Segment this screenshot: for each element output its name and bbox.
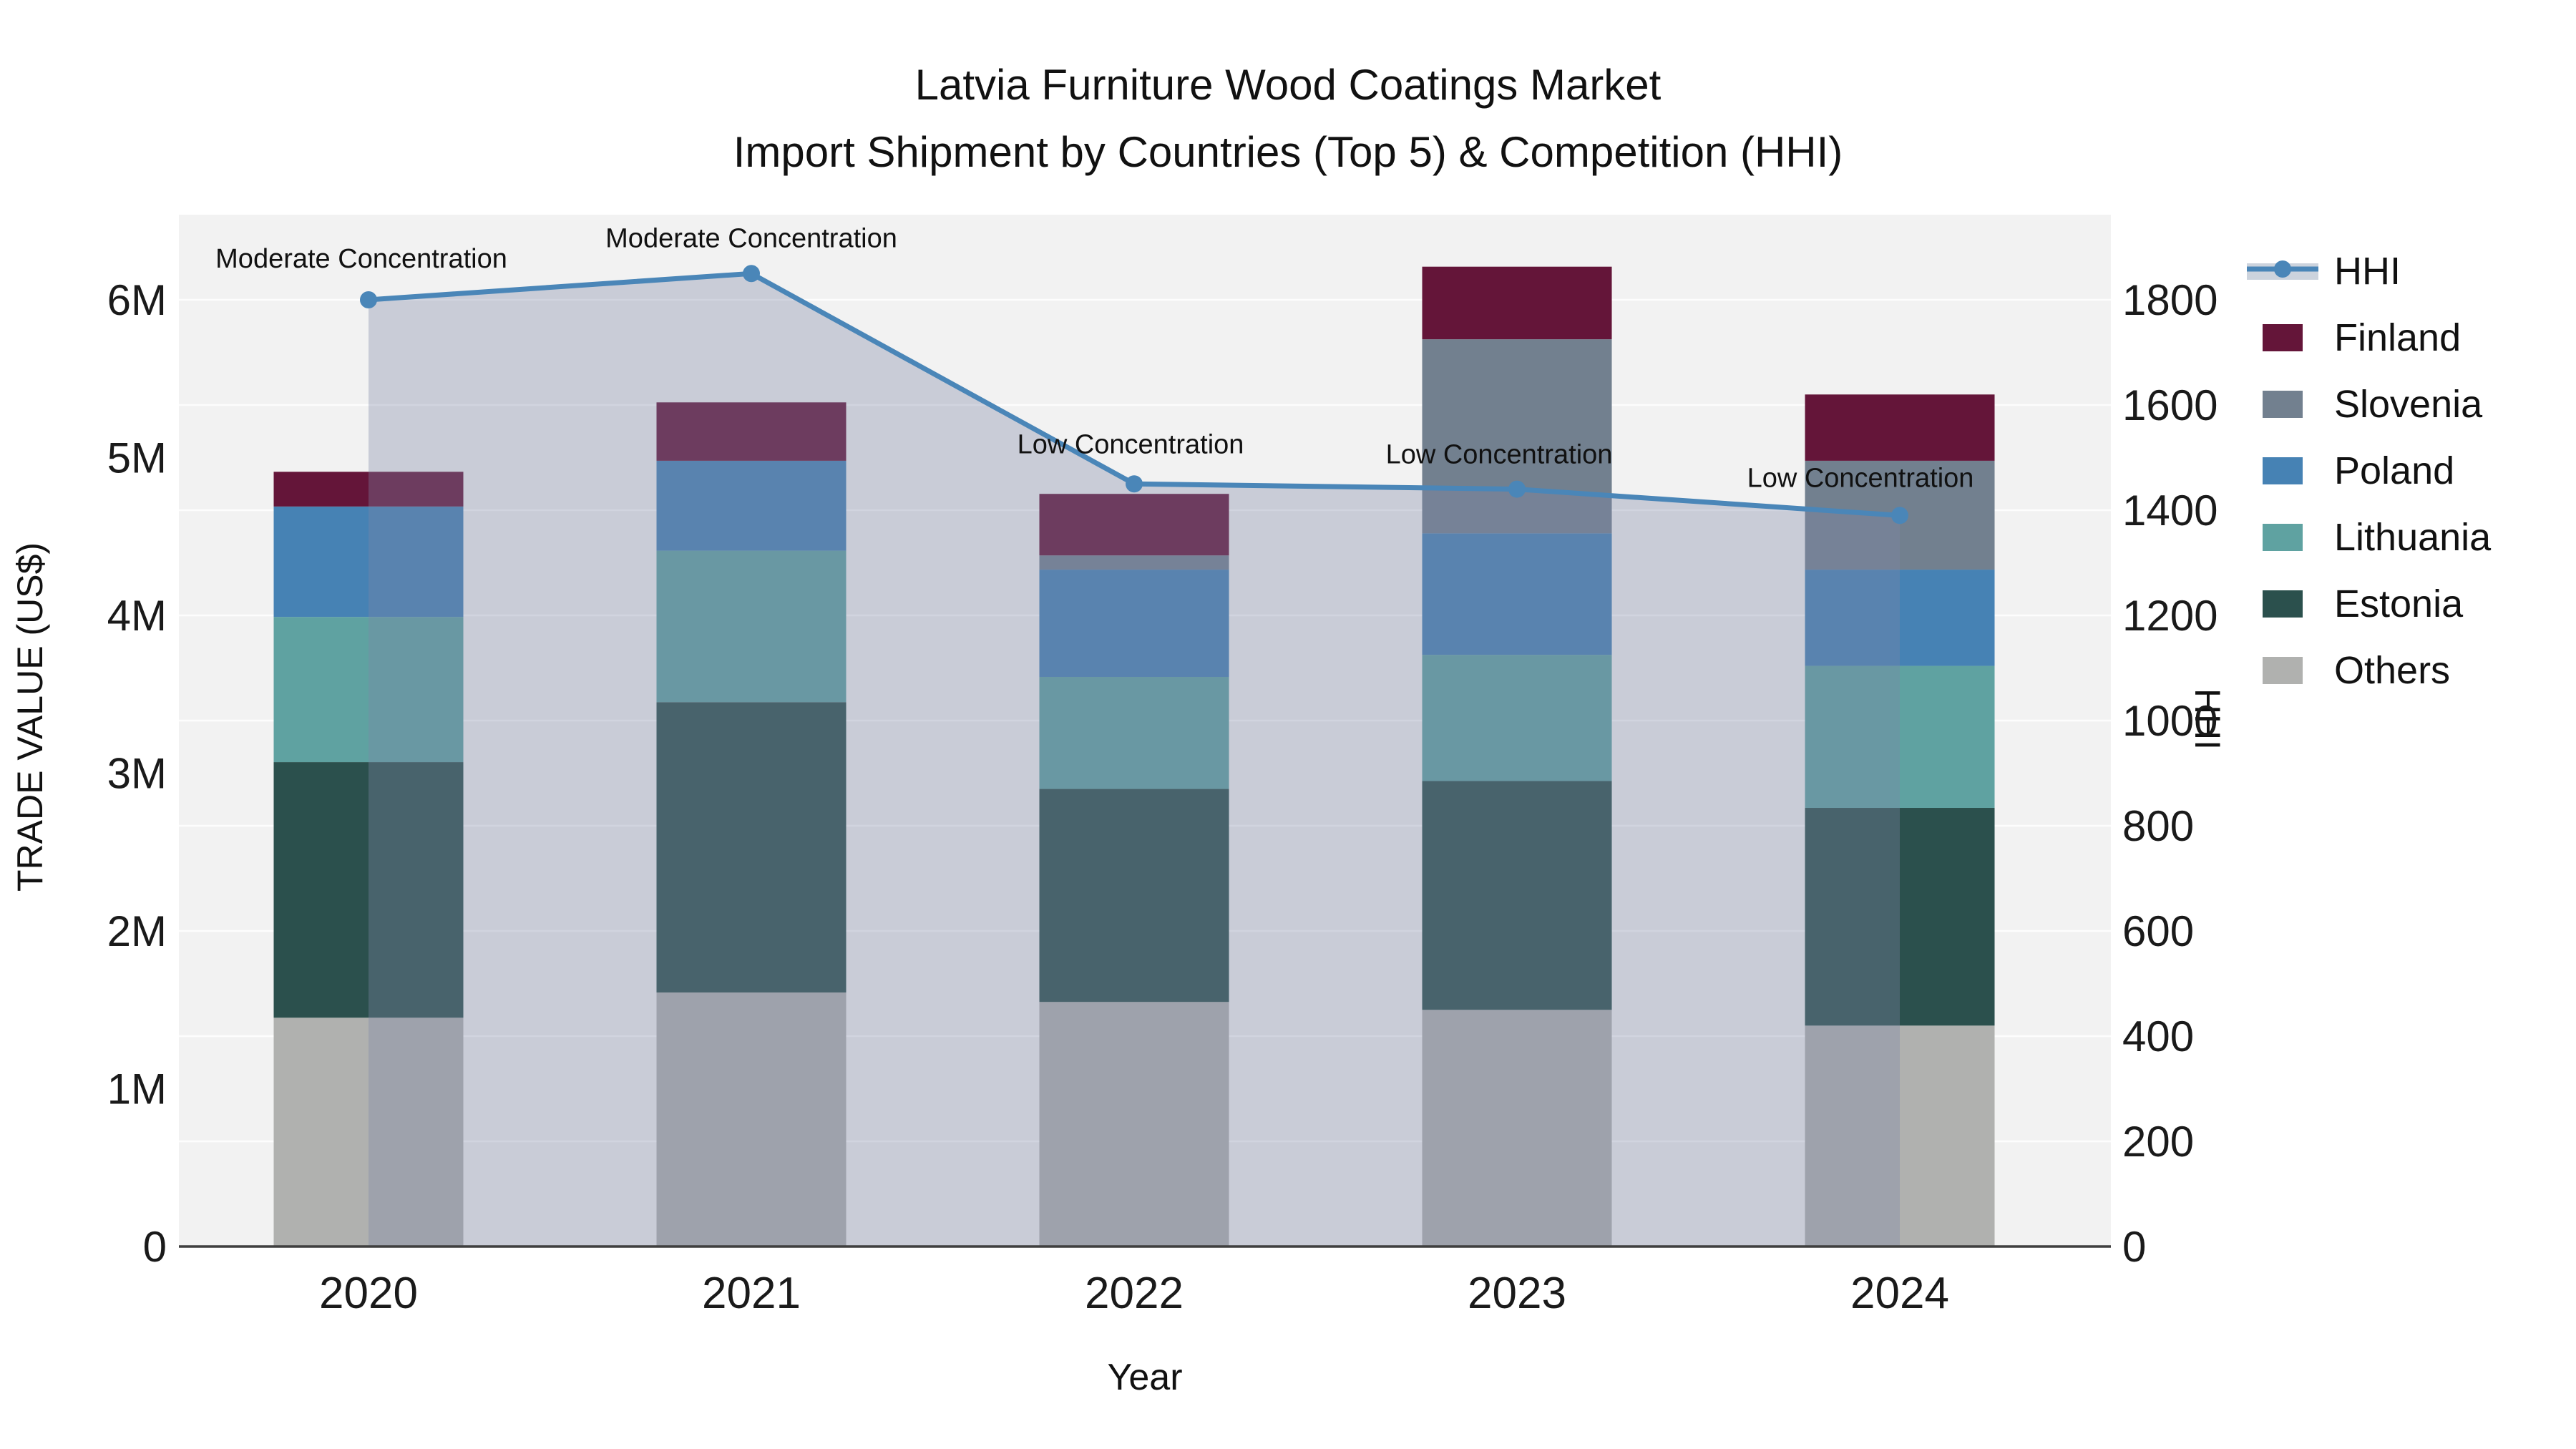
bar-segment-estonia-2024 (1805, 808, 1995, 1026)
hhi-line-icon (2247, 257, 2318, 286)
bar-segment-finland-2022 (1039, 494, 1229, 556)
right-tick-200: 200 (2122, 1118, 2194, 1166)
right-tick-1200: 1200 (2122, 592, 2218, 640)
hhi-area-fill (369, 273, 1900, 1246)
legend-label: HHI (2334, 249, 2401, 293)
annotation-2024: Low Concentration (1747, 463, 1974, 493)
chart-legend: HHI Finland Slovenia Poland Lithuania Estonia… (2247, 238, 2491, 703)
bar-segment-poland-2023 (1422, 533, 1612, 655)
legend-label: Slovenia (2334, 382, 2483, 426)
legend-item-others: Others (2247, 637, 2491, 703)
left-tick-6M: 6M (107, 276, 167, 324)
bar-segment-poland-2020 (273, 506, 464, 618)
left-tick-4M: 4M (107, 592, 167, 640)
legend-label: Others (2334, 648, 2451, 692)
bar-segment-estonia-2021 (656, 702, 847, 992)
bar-segment-estonia-2020 (273, 762, 464, 1018)
legend-swatch-slovenia (2247, 390, 2318, 419)
right-tick-400: 400 (2122, 1013, 2194, 1060)
hhi-marker-2024 (1891, 507, 1908, 525)
bar-segment-lithuania-2024 (1805, 665, 1995, 809)
bar-segment-finland-2023 (1422, 266, 1612, 340)
bar-segment-estonia-2022 (1039, 789, 1229, 1002)
hhi-marker-2023 (1508, 480, 1526, 498)
annotation-2020: Moderate Concentration (215, 244, 507, 274)
bar-segment-others-2023 (1422, 1010, 1612, 1246)
x-axis-title: Year (1107, 1357, 1182, 1398)
legend-swatch-lithuania (2247, 523, 2318, 552)
bar-segment-lithuania-2020 (273, 617, 464, 763)
x-tick-2023: 2023 (1468, 1269, 1566, 1318)
bar-segment-finland-2021 (656, 402, 847, 461)
bar-segment-slovenia-2023 (1422, 339, 1612, 534)
annotation-2023: Low Concentration (1386, 440, 1613, 470)
left-tick-5M: 5M (107, 434, 167, 482)
bar-segment-slovenia-2022 (1039, 555, 1229, 570)
bar-segment-others-2020 (273, 1018, 464, 1246)
right-tick-0: 0 (2122, 1223, 2146, 1271)
legend-swatch-others (2247, 656, 2318, 685)
bar-segment-lithuania-2021 (656, 550, 847, 703)
legend-item-lithuania: Lithuania (2247, 504, 2491, 570)
bar-segment-others-2024 (1805, 1025, 1995, 1246)
legend-swatch-estonia (2247, 590, 2318, 618)
bar-segment-poland-2021 (656, 460, 847, 551)
legend-item-hhi: HHI (2247, 238, 2491, 304)
bar-segment-poland-2024 (1805, 570, 1995, 666)
x-tick-2021: 2021 (702, 1269, 801, 1318)
legend-item-finland: Finland (2247, 304, 2491, 371)
chart-title-line2: Import Shipment by Countries (Top 5) & C… (733, 128, 1843, 176)
x-tick-2020: 2020 (319, 1269, 418, 1318)
legend-item-slovenia: Slovenia (2247, 371, 2491, 437)
left-tick-0: 0 (143, 1223, 167, 1271)
right-tick-1000: 1000 (2122, 697, 2218, 745)
left-tick-3M: 3M (107, 750, 167, 798)
hhi-marker-2020 (360, 291, 377, 308)
legend-item-poland: Poland (2247, 437, 2491, 504)
chart-title-line1: Latvia Furniture Wood Coatings Market (914, 61, 1662, 109)
legend-swatch-poland (2247, 457, 2318, 485)
bar-segment-finland-2020 (273, 472, 464, 507)
bar-segment-estonia-2023 (1422, 781, 1612, 1010)
bar-segment-poland-2022 (1039, 570, 1229, 677)
right-tick-600: 600 (2122, 907, 2194, 955)
legend-label: Poland (2334, 449, 2455, 492)
right-tick-800: 800 (2122, 802, 2194, 850)
left-tick-1M: 1M (107, 1065, 167, 1113)
bar-segment-finland-2024 (1805, 394, 1995, 461)
bar-segment-others-2021 (656, 992, 847, 1246)
legend-label: Estonia (2334, 582, 2464, 625)
bar-segment-lithuania-2022 (1039, 676, 1229, 789)
x-tick-2022: 2022 (1085, 1269, 1184, 1318)
bar-segment-lithuania-2023 (1422, 655, 1612, 781)
legend-label: Finland (2334, 316, 2462, 359)
bar-segment-others-2022 (1039, 1002, 1229, 1246)
right-tick-1600: 1600 (2122, 381, 2218, 429)
hhi-marker-2022 (1126, 475, 1143, 493)
x-tick-2024: 2024 (1850, 1269, 1949, 1318)
right-tick-1800: 1800 (2122, 276, 2218, 324)
legend-label: Lithuania (2334, 515, 2492, 559)
legend-item-estonia: Estonia (2247, 570, 2491, 637)
annotation-2021: Moderate Concentration (605, 223, 897, 253)
left-tick-2M: 2M (107, 907, 167, 955)
legend-swatch-finland (2247, 323, 2318, 352)
right-tick-1400: 1400 (2122, 487, 2218, 535)
hhi-marker-2021 (743, 265, 760, 283)
annotation-2022: Low Concentration (1018, 429, 1244, 459)
